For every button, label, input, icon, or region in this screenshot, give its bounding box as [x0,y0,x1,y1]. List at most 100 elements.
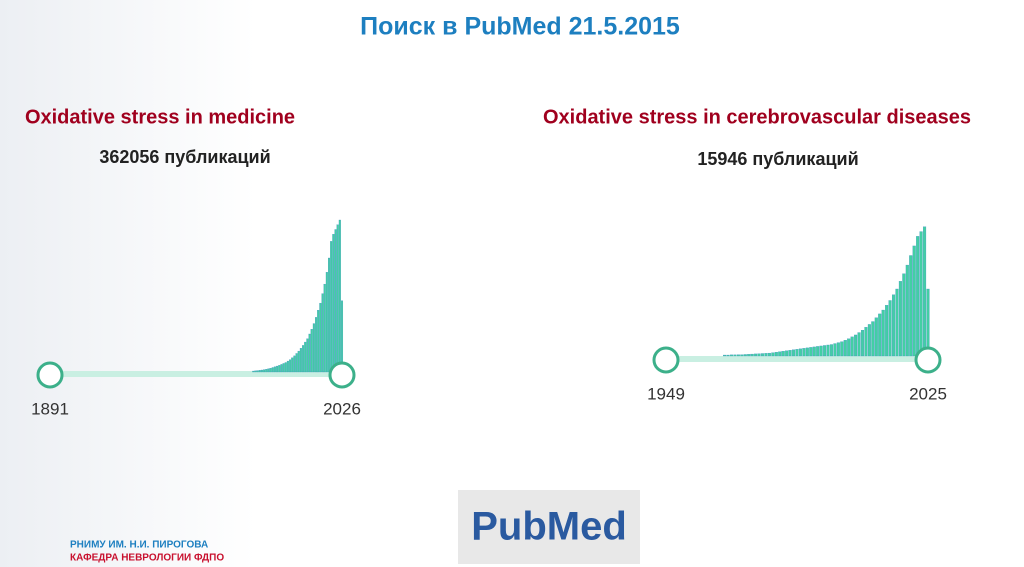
bar [317,310,320,373]
bar [809,347,813,357]
range-handle [652,346,680,374]
bar [263,369,266,373]
bar [736,354,740,357]
bar [338,219,341,373]
bar [265,368,268,373]
bar [321,293,324,373]
bar [778,351,782,357]
logo: PubMed [471,505,627,549]
bar [304,341,307,373]
bar [919,231,923,357]
bar [267,368,270,373]
chart-subtitle: 362056 публикаций [99,147,270,167]
bar [310,329,313,373]
bar [328,257,331,373]
bar [781,351,785,357]
bar [729,354,734,357]
bar [878,313,882,357]
bar [302,345,305,373]
logo-box [458,490,640,564]
bar [867,324,871,357]
bar [760,353,765,357]
bar [823,345,827,357]
bar [926,288,930,357]
bar [733,354,737,357]
bar [291,357,294,373]
bar [847,338,851,357]
bar [254,370,257,373]
slide-title: Поиск в PubMed 21.5.2015 [360,13,680,41]
bar [923,226,927,357]
bar [276,365,279,373]
bar [798,348,802,357]
bar [278,365,281,373]
bar [757,353,761,357]
bar [836,342,840,357]
chart-title: Oxidative stress in medicine [25,106,295,128]
bar [330,241,333,373]
bar [816,346,820,357]
bar [340,300,344,373]
bar [916,236,920,357]
bar [912,245,916,357]
bar [286,360,289,373]
bar [260,369,263,373]
bar [271,367,274,373]
bar [743,354,747,357]
bar [785,350,789,357]
footer-line: КАФЕДРА НЕВРОЛОГИИ ФДПО [70,553,224,564]
bar [308,333,311,373]
x-tick-label: 1891 [31,399,69,418]
bar [282,363,285,373]
bar [299,348,302,373]
bar [788,350,792,357]
bar [857,332,861,357]
bar [895,288,899,357]
bar [833,343,837,357]
bar [826,344,830,357]
footer-line: РНИМУ ИМ. Н.И. ПИРОГОВА [70,540,208,551]
bar [284,362,287,373]
bar [280,364,283,373]
bar [829,344,834,357]
bar [771,352,775,357]
bar [854,334,858,357]
bar [306,338,309,373]
bar [297,350,300,373]
chart-title: Oxidative stress in cerebrovascular dise… [543,106,971,128]
bar [902,273,906,357]
bar [764,353,768,357]
bar [332,234,335,373]
x-tick-label: 1949 [647,384,685,403]
bar [774,352,778,357]
x-tick-label: 2025 [909,384,947,403]
range-handle [914,346,942,374]
bar [819,345,823,357]
bar [881,309,885,357]
bar [258,370,261,373]
bar [860,330,865,357]
bar [805,347,809,357]
bar [850,336,854,357]
timeline-track [666,356,928,362]
bar [740,354,744,357]
bar [888,300,892,357]
bar [891,294,896,357]
timeline-track [50,371,342,377]
range-handle [36,361,64,389]
bar [754,353,758,357]
bar [273,366,276,373]
range-handle [328,361,356,389]
bar [312,323,315,373]
bar [334,229,337,373]
bar [795,349,799,357]
bar [293,355,296,373]
bar [802,348,806,357]
bar [871,321,875,357]
bar [336,224,339,373]
bar [726,354,730,357]
x-tick-label: 2026 [323,399,361,418]
chart-subtitle: 15946 публикаций [697,149,858,169]
